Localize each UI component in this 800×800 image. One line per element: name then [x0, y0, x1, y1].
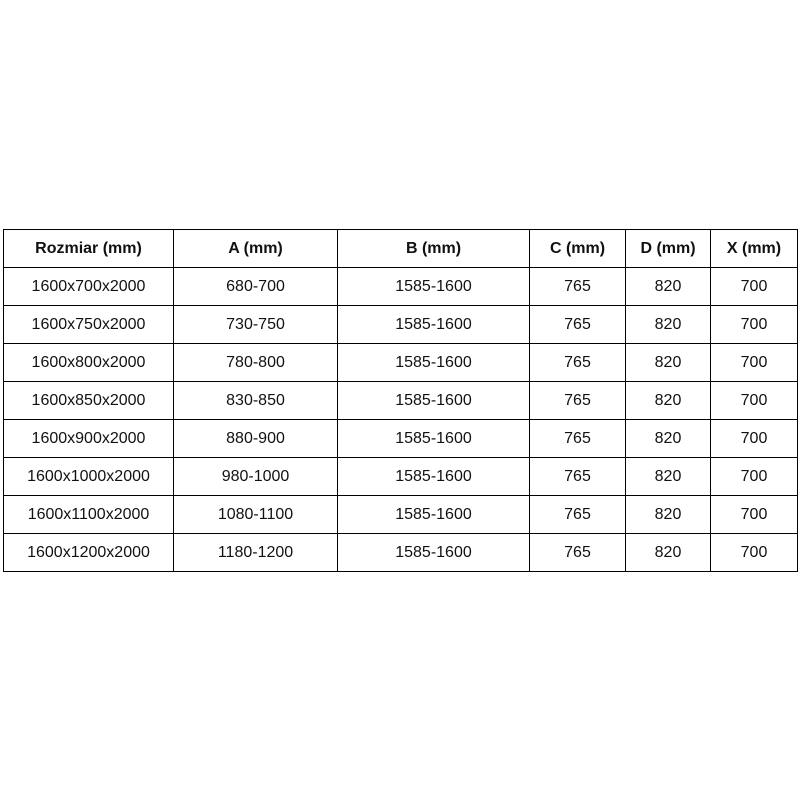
table-cell: 1600x800x2000 [3, 343, 174, 382]
table-cell: 1600x900x2000 [3, 419, 174, 458]
column-header: X (mm) [710, 229, 798, 268]
table-cell: 980-1000 [173, 457, 338, 496]
table-cell: 765 [529, 343, 626, 382]
table-cell: 780-800 [173, 343, 338, 382]
column-header: C (mm) [529, 229, 626, 268]
table-cell: 765 [529, 457, 626, 496]
table-row: 1600x1000x2000 980-1000 1585-1600 765 820 700 [3, 457, 798, 496]
table-cell: 1600x850x2000 [3, 381, 174, 420]
table-cell: 1600x750x2000 [3, 305, 174, 344]
table-cell: 765 [529, 533, 626, 572]
table-cell: 765 [529, 267, 626, 306]
table-cell: 820 [625, 305, 711, 344]
table-cell: 820 [625, 495, 711, 534]
table-cell: 820 [625, 381, 711, 420]
table-cell: 700 [710, 381, 798, 420]
table-cell: 765 [529, 419, 626, 458]
table-cell: 1080-1100 [173, 495, 338, 534]
column-header: B (mm) [337, 229, 530, 268]
table-cell: 1600x1000x2000 [3, 457, 174, 496]
table-cell: 700 [710, 495, 798, 534]
table-cell: 700 [710, 457, 798, 496]
table-cell: 700 [710, 305, 798, 344]
table-cell: 1180-1200 [173, 533, 338, 572]
table-cell: 820 [625, 419, 711, 458]
table-cell: 1600x1100x2000 [3, 495, 174, 534]
column-header: D (mm) [625, 229, 711, 268]
table-cell: 765 [529, 495, 626, 534]
table-row: 1600x850x2000 830-850 1585-1600 765 820 700 [3, 381, 798, 420]
table-cell: 1585-1600 [337, 533, 530, 572]
table-cell: 700 [710, 343, 798, 382]
table-cell: 1585-1600 [337, 419, 530, 458]
table-row: 1600x800x2000 780-800 1585-1600 765 820 700 [3, 343, 798, 382]
table-cell: 1585-1600 [337, 457, 530, 496]
table-cell: 820 [625, 267, 711, 306]
header-row: Rozmiar (mm) A (mm) B (mm) C (mm) D (mm) X (m… [3, 229, 798, 268]
table-cell: 1600x1200x2000 [3, 533, 174, 572]
table-row: 1600x1200x2000 1180-1200 1585-1600 765 820 70… [3, 533, 798, 572]
table-cell: 1585-1600 [337, 343, 530, 382]
table-cell: 680-700 [173, 267, 338, 306]
table-cell: 700 [710, 419, 798, 458]
table-row: 1600x700x2000 680-700 1585-1600 765 820 700 [3, 267, 798, 306]
table-row: 1600x1100x2000 1080-1100 1585-1600 765 820 70… [3, 495, 798, 534]
table-row: 1600x900x2000 880-900 1585-1600 765 820 700 [3, 419, 798, 458]
table-cell: 765 [529, 381, 626, 420]
table-cell: 880-900 [173, 419, 338, 458]
table-cell: 1585-1600 [337, 305, 530, 344]
column-header: Rozmiar (mm) [3, 229, 174, 268]
table-cell: 1585-1600 [337, 381, 530, 420]
table-cell: 1585-1600 [337, 267, 530, 306]
table-cell: 820 [625, 533, 711, 572]
table-cell: 1585-1600 [337, 495, 530, 534]
table-cell: 830-850 [173, 381, 338, 420]
table-cell: 730-750 [173, 305, 338, 344]
column-header: A (mm) [173, 229, 338, 268]
table-cell: 820 [625, 343, 711, 382]
table-cell: 820 [625, 457, 711, 496]
table-row: 1600x750x2000 730-750 1585-1600 765 820 700 [3, 305, 798, 344]
table-cell: 700 [710, 267, 798, 306]
table-cell: 765 [529, 305, 626, 344]
table-cell: 700 [710, 533, 798, 572]
table-cell: 1600x700x2000 [3, 267, 174, 306]
dimensions-table: Rozmiar (mm) A (mm) B (mm) C (mm) D (mm) X (m… [3, 229, 798, 572]
